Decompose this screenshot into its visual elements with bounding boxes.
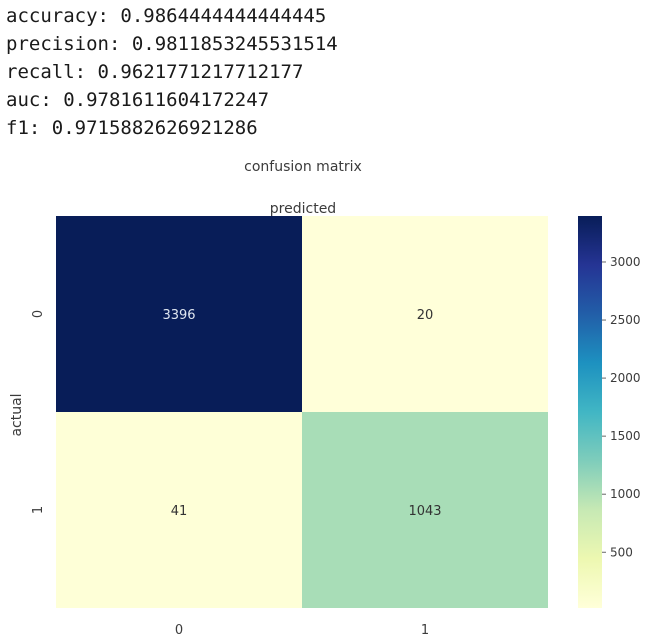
colorbar-tick-label: 1500 [610,429,641,443]
cell-value-label: 3396 [162,308,195,323]
colorbar-tick-label: 2000 [610,371,641,385]
y-axis-label: actual [9,393,25,436]
heatmap-cells [56,216,548,608]
metric-recall: recall: 0.9621771217712177 [6,61,304,83]
x-tick-label: 0 [175,623,183,638]
cell-value-label: 1043 [408,504,441,519]
x-axis-label: predicted [270,201,336,217]
colorbar-tick-label: 3000 [610,255,641,269]
colorbar-tick-labels: 500 1000 1500 2000 2500 3000 [602,255,641,559]
metric-accuracy: accuracy: 0.9864444444444445 [6,5,327,27]
heatmap-cell-1-0 [56,412,302,608]
metric-precision: precision: 0.9811853245531514 [6,33,338,55]
heatmap-cell-1-1 [302,412,548,608]
chart-title: confusion matrix [244,159,362,175]
y-tick-label: 0 [31,310,46,318]
metric-f1: f1: 0.9715882626921286 [6,117,258,139]
y-tick-labels: 01 [31,310,46,514]
colorbar-tick-label: 500 [610,545,633,559]
y-tick-label: 1 [31,506,46,514]
colorbar-tick-label: 1000 [610,487,641,501]
colorbar [578,216,602,608]
metric-auc: auc: 0.9781611604172247 [6,89,270,111]
heatmap-cell-labels: 3396 20 41 1043 [162,308,441,519]
metrics-output: accuracy: 0.9864444444444445 precision: … [6,2,338,142]
cell-value-label: 41 [171,504,188,519]
heatmap-cell-0-0 [56,216,302,412]
x-tick-label: 1 [421,623,429,638]
cell-value-label: 20 [417,308,434,323]
colorbar-tick-label: 2500 [610,313,641,327]
heatmap-cell-0-1 [302,216,548,412]
